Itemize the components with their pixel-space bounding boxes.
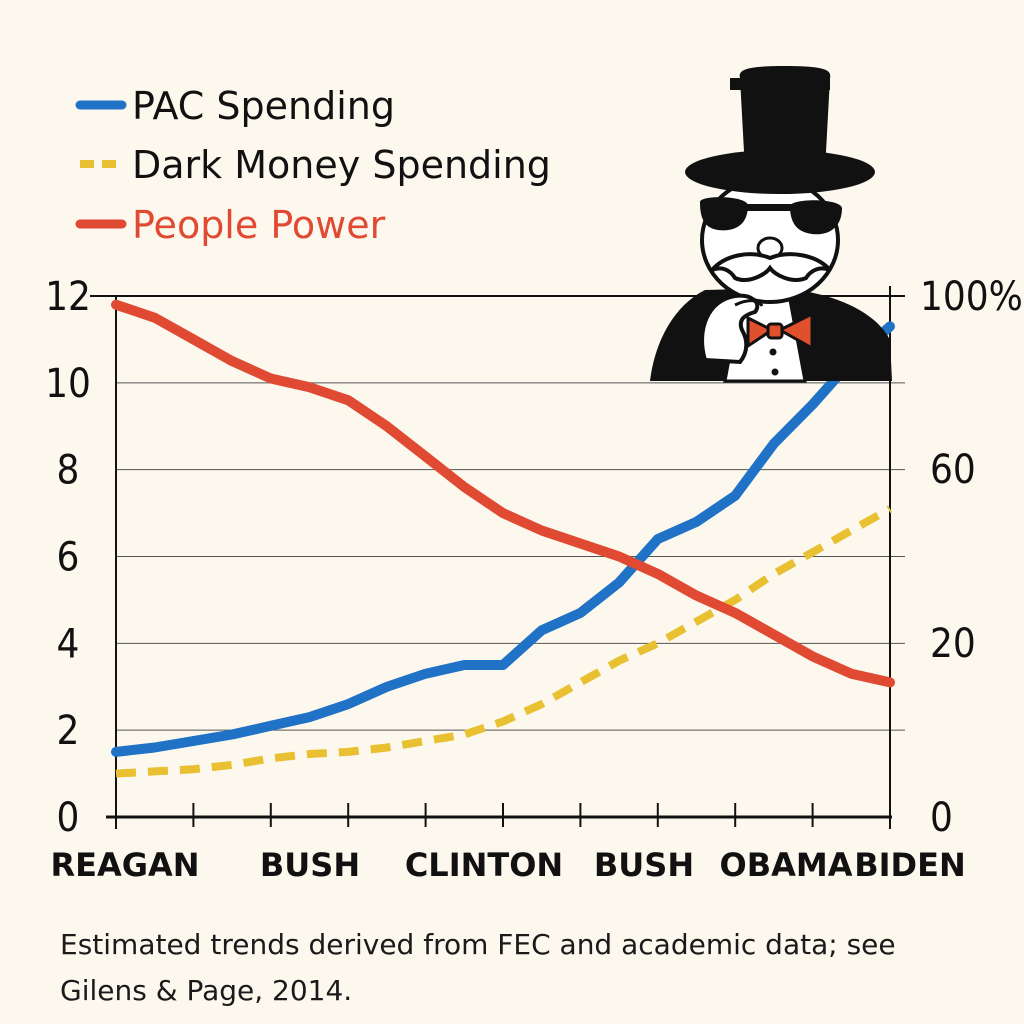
monopoly-man-icon [650,66,892,383]
x-axis-labels: REAGAN BUSH CLINTON BUSH OBAMA BIDEN [50,846,965,884]
legend-item-people-power: People Power [75,203,386,247]
series-line-pac [111,321,895,757]
y-left-tick-label: 12 [45,274,91,320]
legend: PAC Spending Dark Money Spending People … [75,84,551,247]
right-axis-ticks: 0 20 60 100% [920,274,1023,841]
y-left-tick-label: 8 [57,448,80,494]
legend-item-dark-money: Dark Money Spending [80,143,551,187]
y-right-tick-label: 100% [920,274,1023,320]
y-left-tick-label: 4 [57,621,80,667]
x-tick-label: BUSH [594,846,694,884]
series-line-people-power [111,299,895,688]
legend-item-pac: PAC Spending [75,84,395,128]
x-tick-label: CLINTON [405,846,563,884]
series-lines [111,299,895,778]
y-right-tick-label: 20 [930,621,976,667]
y-left-tick-label: 10 [45,361,91,407]
x-tick-label: REAGAN [50,846,199,884]
y-right-tick-label: 60 [930,447,976,493]
legend-label-pac: PAC Spending [132,84,395,128]
series-line-dark-money [115,505,892,778]
legend-label-dark-money: Dark Money Spending [132,143,551,187]
y-left-tick-label: 2 [57,708,80,754]
y-left-tick-label: 0 [57,795,80,841]
x-tick-label: BIDEN [854,846,966,884]
x-tick-label: OBAMA [720,846,853,884]
y-left-tick-label: 6 [57,535,80,581]
caption: Estimated trends derived from FEC and ac… [60,928,896,1007]
left-axis-ticks: 0 2 4 6 8 10 12 [45,274,91,841]
x-tick-label: BUSH [260,846,360,884]
y-right-tick-label: 0 [930,795,953,841]
legend-label-people-power: People Power [132,203,386,247]
